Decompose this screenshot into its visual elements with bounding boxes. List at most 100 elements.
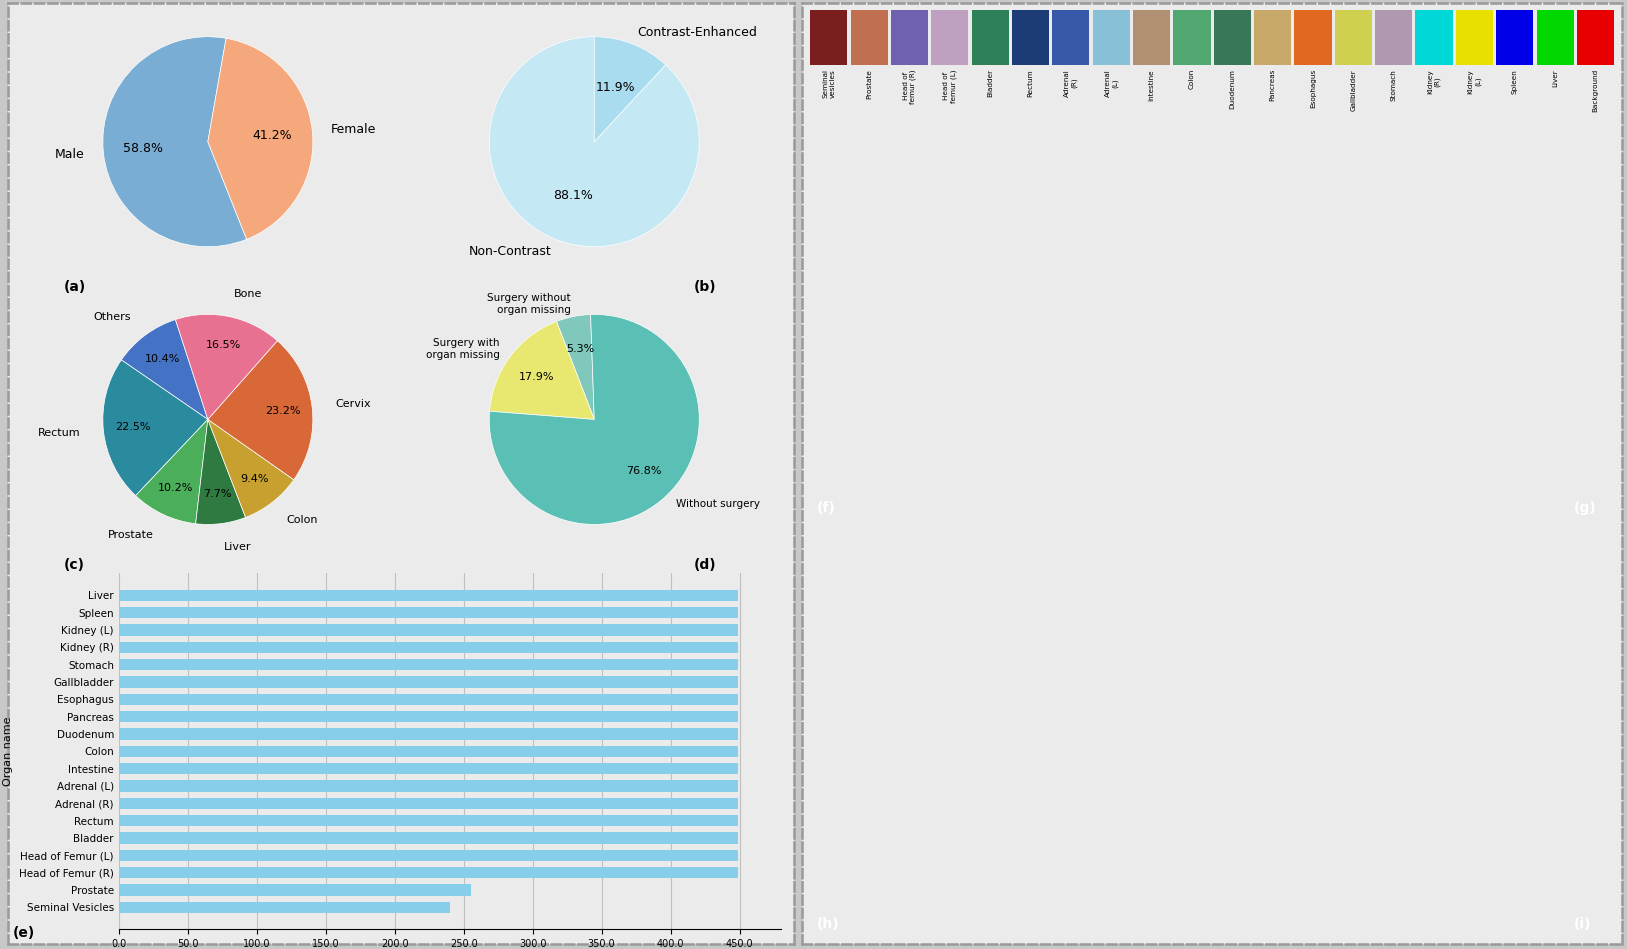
Text: 16.5%: 16.5% xyxy=(205,341,241,350)
Bar xyxy=(119,867,739,878)
Text: Surgery without
organ missing: Surgery without organ missing xyxy=(486,293,571,315)
FancyBboxPatch shape xyxy=(892,9,927,65)
Text: Stomach: Stomach xyxy=(1391,69,1396,101)
Text: 17.9%: 17.9% xyxy=(519,372,555,381)
Wedge shape xyxy=(208,341,312,480)
Text: Seminal
vesicles: Seminal vesicles xyxy=(822,69,835,98)
Text: Contrast-Enhanced: Contrast-Enhanced xyxy=(638,26,757,39)
Text: (c): (c) xyxy=(63,558,85,572)
Bar xyxy=(119,815,739,827)
FancyBboxPatch shape xyxy=(1254,9,1292,65)
Text: 11.9%: 11.9% xyxy=(595,82,635,95)
Text: Cervix: Cervix xyxy=(335,400,371,409)
Text: Surgery with
organ missing: Surgery with organ missing xyxy=(426,339,499,360)
Text: 22.5%: 22.5% xyxy=(116,422,150,433)
Text: 88.1%: 88.1% xyxy=(553,189,594,202)
Text: (a): (a) xyxy=(63,280,86,294)
Text: 58.8%: 58.8% xyxy=(124,141,163,155)
FancyBboxPatch shape xyxy=(810,9,848,65)
Bar xyxy=(119,624,739,636)
Bar xyxy=(119,728,739,739)
FancyBboxPatch shape xyxy=(1295,9,1331,65)
Bar xyxy=(119,659,739,670)
FancyBboxPatch shape xyxy=(1577,9,1614,65)
Bar xyxy=(119,642,739,653)
Text: Head of
femur (R): Head of femur (R) xyxy=(903,69,916,103)
Text: Intestine: Intestine xyxy=(1149,69,1155,101)
Text: Adrenal
(R): Adrenal (R) xyxy=(1064,69,1077,97)
Bar xyxy=(119,607,739,618)
Bar xyxy=(119,677,739,688)
Bar xyxy=(119,849,739,861)
Text: 41.2%: 41.2% xyxy=(252,128,293,141)
Wedge shape xyxy=(103,360,208,495)
FancyBboxPatch shape xyxy=(851,9,888,65)
Bar xyxy=(119,780,739,791)
Wedge shape xyxy=(122,320,208,419)
Wedge shape xyxy=(195,419,246,525)
Text: 10.4%: 10.4% xyxy=(145,354,181,363)
Text: (e): (e) xyxy=(13,925,36,940)
Wedge shape xyxy=(176,314,277,419)
Wedge shape xyxy=(135,419,208,524)
Text: 23.2%: 23.2% xyxy=(265,405,301,416)
Text: Kidney
(L): Kidney (L) xyxy=(1468,69,1481,94)
Text: Rectum: Rectum xyxy=(1028,69,1033,97)
Text: Bone: Bone xyxy=(234,289,262,299)
Bar xyxy=(119,763,739,774)
Text: Non-Contrast: Non-Contrast xyxy=(469,245,552,258)
Text: Rectum: Rectum xyxy=(37,428,80,437)
Text: Head of
femur (L): Head of femur (L) xyxy=(944,69,957,102)
Text: (b): (b) xyxy=(695,280,716,294)
FancyBboxPatch shape xyxy=(1334,9,1372,65)
Bar xyxy=(119,832,739,844)
Text: (g): (g) xyxy=(1573,500,1596,514)
Wedge shape xyxy=(208,38,312,239)
Text: (i): (i) xyxy=(1573,917,1591,931)
Wedge shape xyxy=(556,314,594,419)
Text: Prostate: Prostate xyxy=(866,69,872,99)
Text: Background: Background xyxy=(1593,69,1598,112)
Text: (d): (d) xyxy=(695,558,716,572)
Wedge shape xyxy=(490,322,594,419)
Text: Colon: Colon xyxy=(286,515,319,526)
Text: Esophagus: Esophagus xyxy=(1310,69,1316,108)
Text: Adrenal
(L): Adrenal (L) xyxy=(1105,69,1118,97)
FancyBboxPatch shape xyxy=(1173,9,1210,65)
Bar xyxy=(119,902,449,913)
Bar xyxy=(119,694,739,705)
FancyBboxPatch shape xyxy=(1536,9,1573,65)
Wedge shape xyxy=(490,37,700,247)
Text: Female: Female xyxy=(332,122,376,136)
FancyBboxPatch shape xyxy=(1214,9,1251,65)
Text: 10.2%: 10.2% xyxy=(158,483,194,493)
Bar xyxy=(119,589,739,601)
Text: Liver: Liver xyxy=(225,542,252,551)
Text: Without surgery: Without surgery xyxy=(675,499,760,510)
FancyBboxPatch shape xyxy=(1093,9,1129,65)
Text: Male: Male xyxy=(55,148,85,160)
FancyBboxPatch shape xyxy=(1053,9,1090,65)
FancyBboxPatch shape xyxy=(1497,9,1533,65)
Bar xyxy=(119,711,739,722)
Wedge shape xyxy=(208,419,294,517)
Text: Spleen: Spleen xyxy=(1511,69,1518,94)
Text: (h): (h) xyxy=(817,917,840,931)
FancyBboxPatch shape xyxy=(971,9,1009,65)
Text: Gallbladder: Gallbladder xyxy=(1350,69,1357,111)
Text: Others: Others xyxy=(94,312,132,322)
Y-axis label: Organ name: Organ name xyxy=(3,716,13,786)
Text: 7.7%: 7.7% xyxy=(203,490,231,499)
Text: 5.3%: 5.3% xyxy=(566,344,594,355)
FancyBboxPatch shape xyxy=(931,9,968,65)
FancyBboxPatch shape xyxy=(1375,9,1412,65)
Text: 76.8%: 76.8% xyxy=(626,466,662,476)
Text: Duodenum: Duodenum xyxy=(1230,69,1235,109)
Bar xyxy=(119,884,470,896)
FancyBboxPatch shape xyxy=(1132,9,1170,65)
Text: Pancreas: Pancreas xyxy=(1269,69,1276,102)
Text: Colon: Colon xyxy=(1189,69,1194,89)
Text: (f): (f) xyxy=(817,500,835,514)
Text: Kidney
(R): Kidney (R) xyxy=(1427,69,1442,94)
Bar xyxy=(119,746,739,757)
